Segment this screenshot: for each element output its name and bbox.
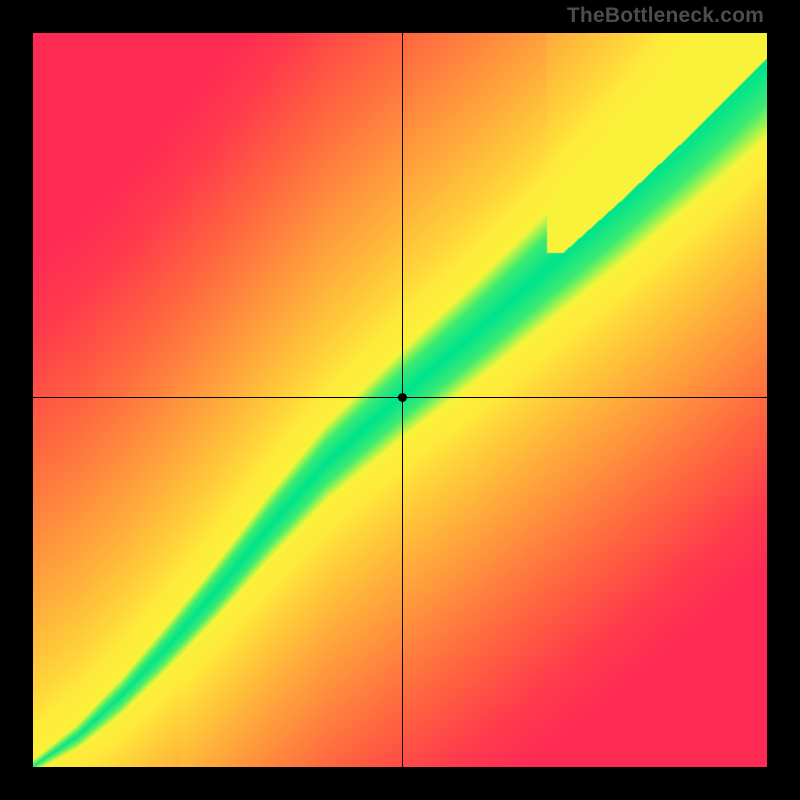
crosshair-dot: [398, 393, 407, 402]
watermark-text: TheBottleneck.com: [567, 4, 764, 28]
heatmap-plot: [33, 33, 767, 767]
